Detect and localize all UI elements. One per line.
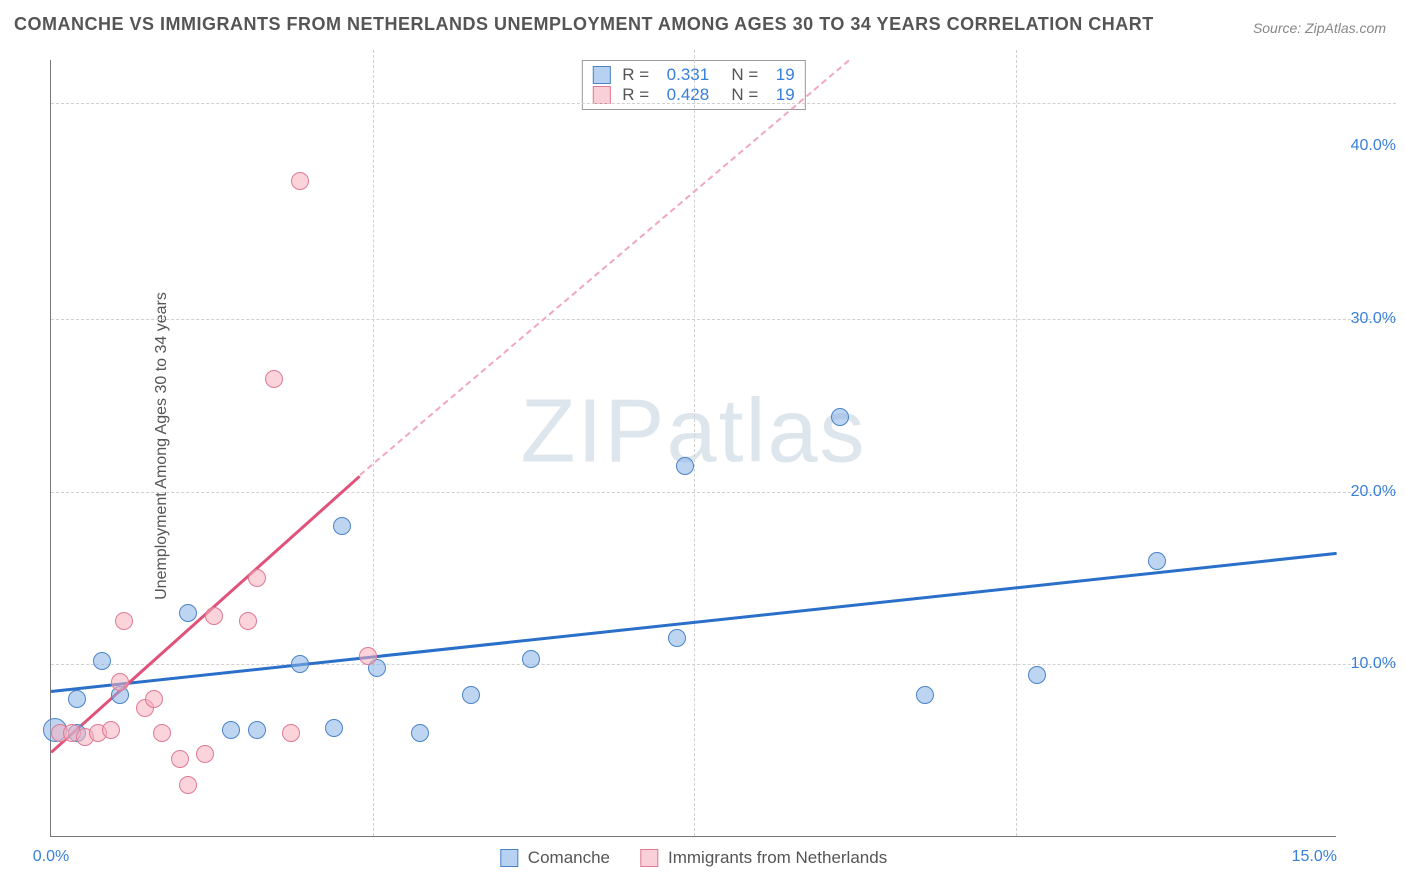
data-point <box>248 569 266 587</box>
data-point <box>111 673 129 691</box>
legend-series: Comanche Immigrants from Netherlands <box>500 848 887 868</box>
data-point <box>205 607 223 625</box>
gridline-v <box>373 50 374 836</box>
r-label: R = <box>622 65 658 85</box>
data-point <box>222 721 240 739</box>
data-point <box>102 721 120 739</box>
gridline-h <box>51 103 1396 104</box>
y-tick-label: 10.0% <box>1351 655 1396 673</box>
data-point <box>916 686 934 704</box>
y-tick-label: 30.0% <box>1351 310 1396 328</box>
data-point <box>196 745 214 763</box>
data-point <box>522 650 540 668</box>
n-value: 19 <box>776 85 795 105</box>
data-point <box>1148 552 1166 570</box>
data-point <box>291 655 309 673</box>
legend-label: Comanche <box>528 848 610 868</box>
gridline-v <box>1016 50 1017 836</box>
gridline-h <box>51 664 1396 665</box>
legend-item: Comanche <box>500 848 610 868</box>
data-point <box>325 719 343 737</box>
data-point <box>282 724 300 742</box>
data-point <box>333 517 351 535</box>
trend-line <box>359 60 849 476</box>
legend-swatch <box>500 849 518 867</box>
legend-item: Immigrants from Netherlands <box>640 848 887 868</box>
data-point <box>359 647 377 665</box>
data-point <box>291 172 309 190</box>
data-point <box>265 370 283 388</box>
data-point <box>171 750 189 768</box>
legend-swatch <box>592 66 610 84</box>
y-tick-label: 40.0% <box>1351 137 1396 155</box>
data-point <box>248 721 266 739</box>
data-point <box>411 724 429 742</box>
gridline-v <box>694 50 695 836</box>
plot-area: ZIPatlas R = 0.331 N = 19R = 0.428 N = 1… <box>50 60 1336 837</box>
data-point <box>239 612 257 630</box>
data-point <box>153 724 171 742</box>
data-point <box>179 604 197 622</box>
legend-label: Immigrants from Netherlands <box>668 848 887 868</box>
data-point <box>462 686 480 704</box>
source-attribution: Source: ZipAtlas.com <box>1253 20 1386 36</box>
legend-swatch <box>592 86 610 104</box>
r-label: R = <box>622 85 658 105</box>
legend-swatch <box>640 849 658 867</box>
data-point <box>1028 666 1046 684</box>
data-point <box>115 612 133 630</box>
correlation-chart: COMANCHE VS IMMIGRANTS FROM NETHERLANDS … <box>0 0 1406 892</box>
data-point <box>831 408 849 426</box>
data-point <box>93 652 111 670</box>
data-point <box>676 457 694 475</box>
data-point <box>668 629 686 647</box>
data-point <box>68 690 86 708</box>
n-label: N = <box>717 85 768 105</box>
gridline-h <box>51 492 1396 493</box>
r-value: 0.331 <box>667 65 710 85</box>
n-value: 19 <box>776 65 795 85</box>
chart-title: COMANCHE VS IMMIGRANTS FROM NETHERLANDS … <box>14 14 1154 35</box>
data-point <box>145 690 163 708</box>
n-label: N = <box>717 65 768 85</box>
r-value: 0.428 <box>667 85 710 105</box>
x-tick-label: 15.0% <box>1292 848 1337 866</box>
data-point <box>179 776 197 794</box>
y-tick-label: 20.0% <box>1351 483 1396 501</box>
x-tick-label: 0.0% <box>33 848 69 866</box>
gridline-h <box>51 319 1396 320</box>
